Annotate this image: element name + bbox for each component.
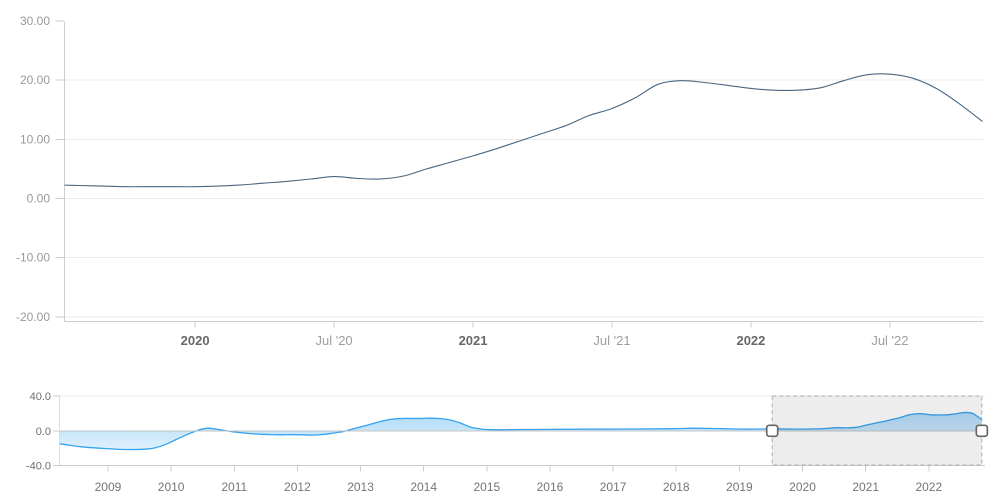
nav-x-axis-label: 2019 — [726, 480, 753, 494]
nav-x-axis-label: 2016 — [537, 480, 564, 494]
nav-x-axis-label: 2017 — [600, 480, 627, 494]
nav-x-axis-label: 2009 — [95, 480, 122, 494]
nav-x-axis-label: 2021 — [852, 480, 879, 494]
nav-x-axis-label: 2010 — [158, 480, 185, 494]
main-y-axis-label: 30.00 — [20, 14, 50, 28]
nav-x-axis-label: 2014 — [410, 480, 437, 494]
nav-x-axis-label: 2013 — [347, 480, 374, 494]
nav-y-axis-label: 40.0 — [30, 391, 51, 403]
main-chart: 30.00 20.00 10.00 0.00 -10.00 -20.00 2020 Jul '… — [16, 14, 983, 348]
navigator-selection[interactable] — [771, 395, 983, 466]
nav-x-axis-label: 2011 — [221, 480, 247, 494]
main-x-axis-label: 2020 — [181, 333, 210, 348]
main-plot-area[interactable] — [64, 22, 984, 322]
nav-x-axis-label: 2015 — [473, 480, 500, 494]
main-y-axis-label: -20.00 — [16, 310, 50, 324]
nav-y-axis-label: -40.0 — [26, 461, 51, 473]
main-y-axis-label: 0.00 — [27, 192, 51, 206]
main-x-axis-label: Jul '20 — [315, 333, 352, 348]
main-x-axis-label: 2022 — [736, 333, 765, 348]
main-y-axis-label: 20.00 — [20, 73, 50, 87]
nav-x-axis-label: 2018 — [663, 480, 690, 494]
navigator: 40.0 0.0 -40.0 2009 2010 2011 2012 2013 2014 2015… — [26, 391, 989, 494]
main-y-axis-label: 10.00 — [20, 132, 50, 146]
main-y-axis-label: -10.00 — [16, 251, 50, 265]
nav-x-axis-label: 2022 — [915, 480, 942, 494]
nav-y-axis-label: 0.0 — [36, 426, 51, 438]
nav-x-axis-label: 2012 — [284, 480, 311, 494]
nav-x-axis-label: 2020 — [789, 480, 816, 494]
navigator-handle-right[interactable] — [975, 424, 989, 438]
navigator-handle-left[interactable] — [765, 424, 779, 438]
main-x-axis-label: Jul '21 — [593, 333, 630, 348]
main-x-axis-label: Jul '22 — [871, 333, 908, 348]
main-x-axis-label: 2021 — [459, 333, 488, 348]
main-series-line — [64, 73, 983, 188]
navigator-series-line — [60, 411, 983, 451]
